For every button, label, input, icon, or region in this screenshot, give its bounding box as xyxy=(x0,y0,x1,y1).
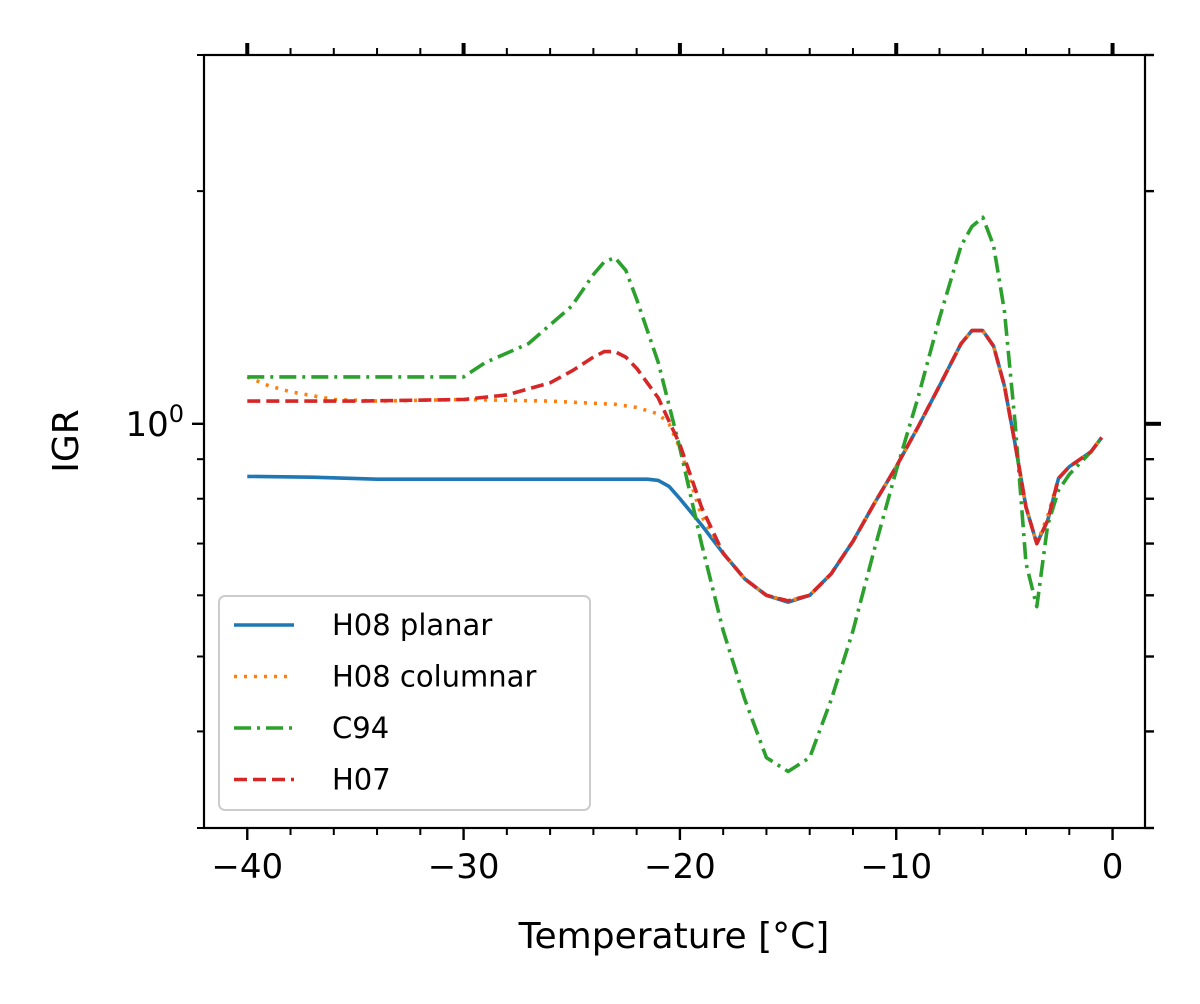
series-line-3 xyxy=(247,215,1104,774)
series-layer xyxy=(246,215,1104,774)
legend-label-1: H08 planar xyxy=(332,608,492,642)
x-tick-label: −20 xyxy=(644,847,716,887)
y-axis-label: IGR xyxy=(46,409,87,473)
x-tick-label: 0 xyxy=(1102,847,1124,887)
x-tick-label: −10 xyxy=(860,847,932,887)
x-axis-label: Temperature [°C] xyxy=(518,916,830,957)
series-line-4 xyxy=(247,328,1104,603)
legend: H08 planar H08 columnar C94 H07 xyxy=(218,595,591,811)
x-tick-labels: −40 −30 −20 −10 0 xyxy=(211,847,1123,887)
x-tick-label: −40 xyxy=(211,847,283,887)
legend-box xyxy=(218,595,591,811)
x-tick-label: −30 xyxy=(428,847,500,887)
minor-ticks xyxy=(197,48,1154,835)
major-ticks xyxy=(192,43,1161,840)
legend-label-4: H07 xyxy=(332,763,391,797)
plot-frame xyxy=(202,53,1147,830)
legend-label-3: C94 xyxy=(332,711,389,745)
legend-label-2: H08 columnar xyxy=(332,660,536,694)
